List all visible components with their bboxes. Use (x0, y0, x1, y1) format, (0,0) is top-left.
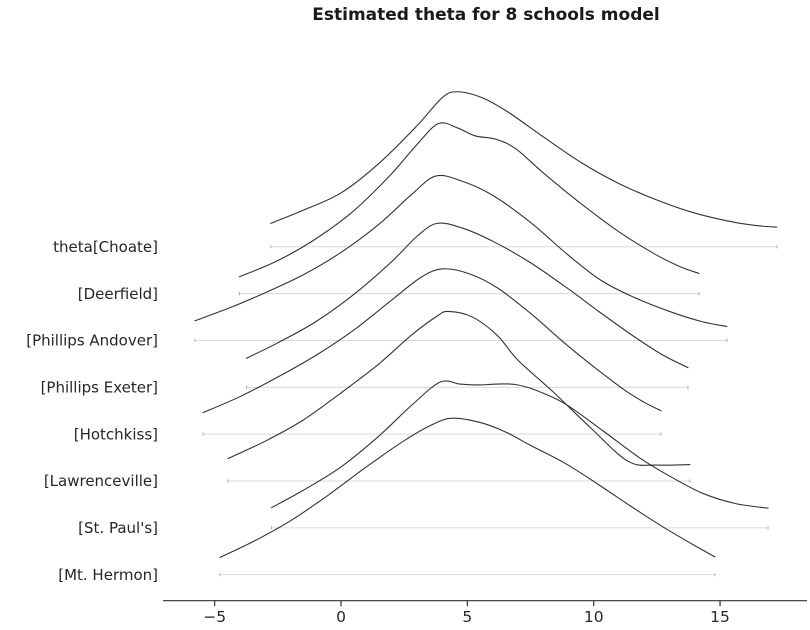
row-label-5: [Lawrenceville] (44, 472, 158, 490)
x-tick-label-2: 5 (462, 608, 472, 626)
density-curve-4 (202, 268, 662, 414)
row-labels: theta[Choate] [Deerfield] [Phillips Andove… (26, 238, 158, 584)
row-label-1: [Deerfield] (78, 285, 158, 303)
density-curve-1 (238, 122, 700, 278)
row-label-3: [Phillips Exeter] (41, 379, 158, 397)
density-curve-6 (270, 380, 769, 509)
x-axis: −5 0 5 10 15 (163, 600, 807, 626)
row-baselines (194, 245, 778, 577)
row-label-2: [Phillips Andover] (26, 332, 158, 350)
x-tick-label-0: −5 (203, 608, 226, 626)
chart-title: Estimated theta for 8 schools model (312, 5, 659, 25)
density-curve-3 (245, 222, 689, 369)
row-label-6: [St. Paul's] (78, 519, 158, 537)
x-tick-label-4: 15 (710, 608, 730, 626)
density-curve-7 (219, 417, 716, 558)
x-tick-label-1: 0 (336, 608, 346, 626)
density-curve-0 (270, 91, 778, 228)
x-tick-label-3: 10 (584, 608, 604, 626)
density-curve-2 (194, 174, 728, 327)
row-label-0: theta[Choate] (53, 238, 158, 256)
row-label-4: [Hotchkiss] (74, 425, 158, 443)
row-label-7: [Mt. Hermon] (58, 566, 158, 584)
density-curves (194, 91, 778, 558)
density-curve-5 (227, 310, 691, 466)
